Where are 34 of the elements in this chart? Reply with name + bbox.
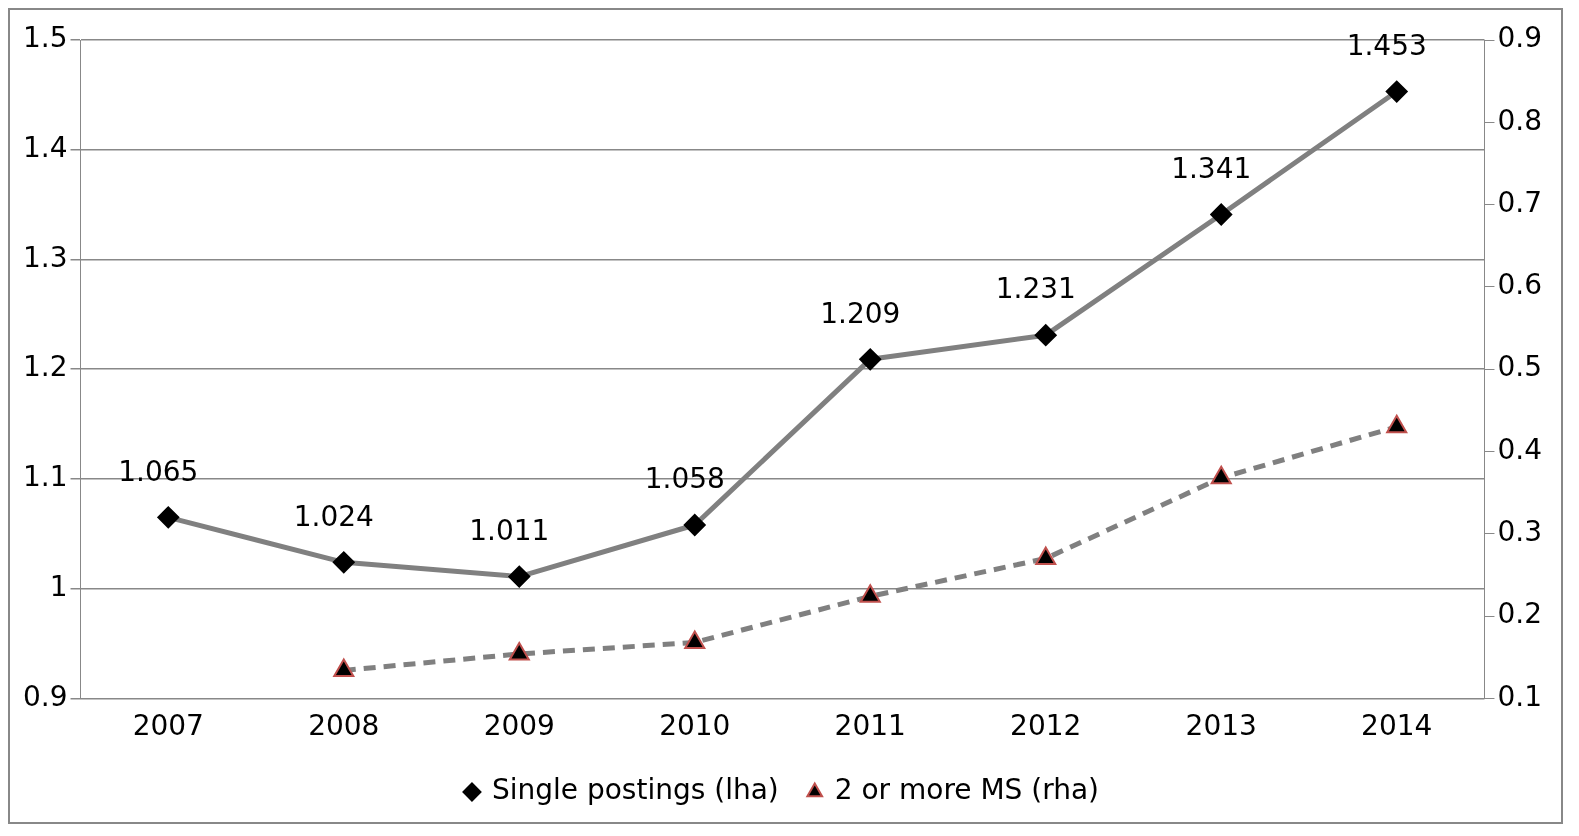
y2-tick-label: 0.2 [1497,597,1542,631]
x-tick-label: 2010 [659,709,731,743]
x-tick-label: 2013 [1185,709,1257,743]
legend-label: 2 or more MS (rha) [834,773,1100,807]
data-label: 1.058 [644,462,725,496]
data-label: 1.231 [995,272,1076,306]
y-tick-label: 1.1 [23,460,68,494]
y-tick-label: 1.2 [23,350,68,384]
data-label: 1.011 [469,513,550,547]
y-tick-label: 0.9 [23,679,68,713]
y2-tick-label: 0.6 [1497,268,1542,302]
x-tick-label: 2011 [834,709,906,743]
y-tick-label: 1 [49,569,68,603]
x-tick-label: 2008 [308,709,380,743]
legend-label: Single postings (lha) [491,773,779,807]
y2-tick-label: 0.3 [1497,515,1542,549]
x-tick-label: 2007 [132,709,204,743]
y-tick-label: 1.4 [23,131,68,165]
y2-tick-label: 0.9 [1497,21,1542,55]
data-label: 1.065 [118,454,199,488]
data-label: 1.453 [1346,28,1427,62]
data-label: 1.341 [1171,151,1252,185]
x-tick-label: 2012 [1010,709,1082,743]
y2-tick-label: 0.8 [1497,103,1542,137]
y2-tick-label: 0.5 [1497,350,1542,384]
x-tick-label: 2014 [1361,709,1433,743]
y2-tick-label: 0.1 [1497,679,1542,713]
y2-tick-label: 0.7 [1497,185,1542,219]
data-label: 1.024 [293,499,374,533]
x-tick-label: 2009 [483,709,555,743]
y-tick-label: 1.3 [23,240,68,274]
data-label: 1.209 [820,296,901,330]
y-tick-label: 1.5 [23,21,68,55]
y2-tick-label: 0.4 [1497,432,1542,466]
